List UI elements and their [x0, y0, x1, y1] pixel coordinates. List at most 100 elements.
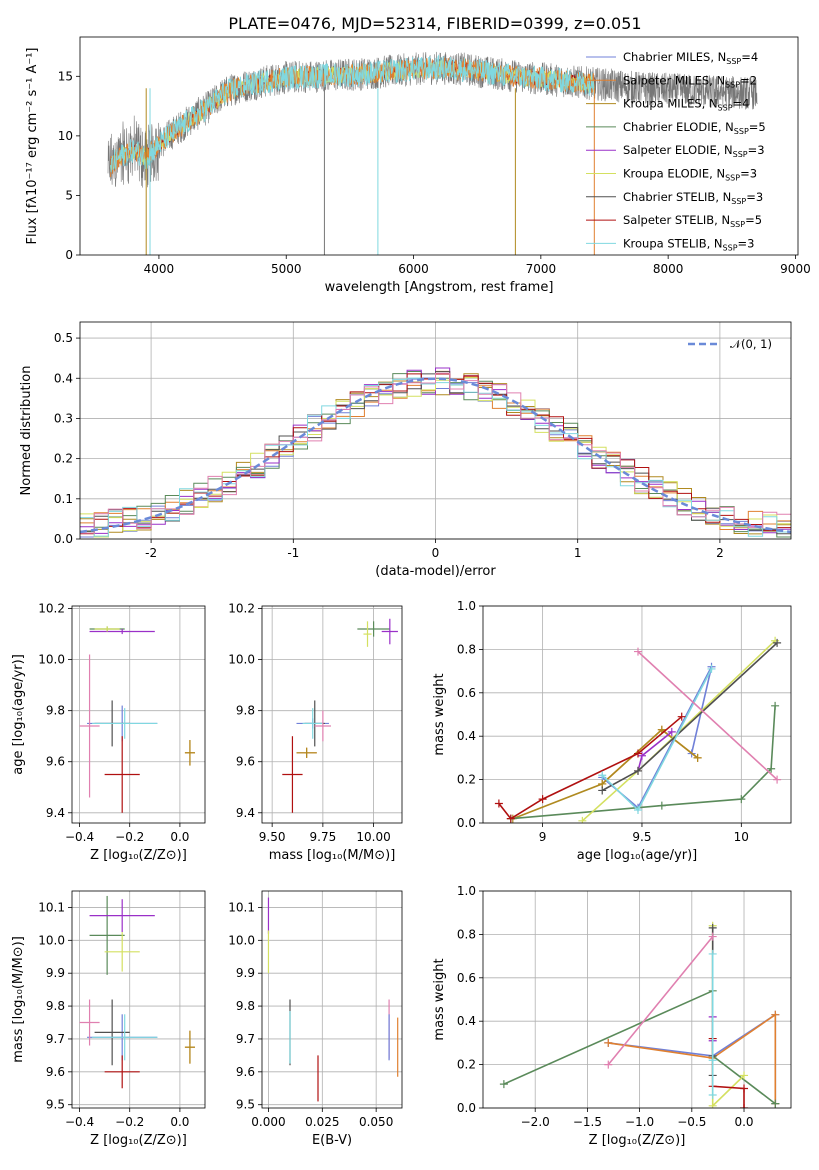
legend-nssp: =5	[745, 213, 762, 227]
axes-frame	[79, 36, 799, 256]
grid-residuals	[80, 322, 791, 540]
x-tick-label: 1	[574, 546, 582, 560]
y-tick-label: 0.8	[457, 927, 476, 941]
y-tick-label: 10.2	[38, 602, 65, 616]
data-point	[771, 701, 780, 710]
y-tick-label: 9.4	[46, 806, 65, 820]
y-tick-label: 10.0	[38, 653, 65, 667]
y-tick-label: 9.4	[236, 806, 255, 820]
legend-label: Kroupa ELODIE, NSSP=3	[623, 167, 757, 183]
x-tick-label: 0.0	[170, 830, 189, 844]
y-axis-label: Flux [fλ10⁻¹⁷ erg cm⁻² s⁻¹ A⁻¹]	[25, 48, 40, 245]
x-tick-label: −1.0	[625, 1115, 654, 1129]
y-tick-label: 0.2	[457, 773, 476, 787]
x-axis-label: (data-model)/error	[375, 564, 496, 579]
legend-label: Chabrier STELIB, NSSP=3	[623, 190, 763, 206]
data-point	[767, 764, 776, 773]
x-tick-label: 2	[716, 546, 724, 560]
y-tick-label: 1.0	[457, 599, 476, 613]
legend-nssp: =3	[740, 167, 757, 181]
y-tick-label: 0	[65, 248, 73, 262]
y-tick-label: 0.6	[457, 686, 476, 700]
y-axis-label: mass weight	[432, 958, 447, 1040]
data-point	[708, 923, 717, 932]
legend-model: Kroupa STELIB, N	[623, 236, 723, 250]
axes-mass-vs-Z: −0.4 −0.2 0.0 9.5 9.6 9.7 9.8 9.9 10.0 10.1 Z [log…	[11, 890, 206, 1148]
x-tick-label: -2	[145, 546, 157, 560]
x-tick-label: 0	[432, 546, 440, 560]
x-tick-label: 9000	[780, 262, 811, 276]
data-point	[708, 1056, 717, 1065]
x-axis-label: Z [log₁₀(Z/Z⊙)]	[90, 848, 187, 863]
legend-label: Salpeter STELIB, NSSP=5	[623, 213, 762, 229]
plot-area-mass-vs-ebv	[267, 897, 399, 1102]
data-point	[494, 799, 503, 808]
y-tick-label: 0.4	[457, 1014, 476, 1028]
x-tick-label: 9.50	[259, 830, 286, 844]
x-tick-label: −2.0	[521, 1115, 550, 1129]
y-tick-label: 9.9	[236, 966, 255, 980]
y-tick-label: 9.7	[46, 1032, 65, 1046]
y-tick-label: 15	[58, 69, 73, 83]
legend-label: Kroupa MILES, NSSP=4	[623, 97, 749, 113]
y-tick-label: 0.5	[54, 331, 73, 345]
legend-subscript: SSP	[734, 127, 749, 136]
axes-frame	[261, 890, 403, 1109]
axes-frame	[482, 890, 792, 1109]
legend-nssp: =4	[741, 50, 758, 64]
legend-label: 𝒩(0, 1)	[730, 337, 772, 351]
legend-subscript: SSP	[725, 80, 740, 89]
data-point	[737, 795, 746, 804]
legend-label: Chabrier ELODIE, NSSP=5	[623, 120, 766, 136]
legend-subscript: SSP	[725, 174, 740, 183]
plot-area-spectrum	[107, 51, 758, 255]
y-tick-label: 9.8	[236, 704, 255, 718]
x-axis-label: mass [log₁₀(M/M⊙)]	[269, 848, 396, 863]
data-point	[773, 638, 782, 647]
series-line	[607, 936, 714, 1066]
x-axis-label: wavelength [Angstrom, rest frame]	[325, 280, 554, 295]
x-tick-label: 7000	[526, 262, 557, 276]
data-point	[633, 647, 642, 656]
legend-nssp: =4	[733, 97, 750, 111]
y-tick-label: 9.5	[236, 1098, 255, 1112]
y-tick-label: 9.6	[46, 755, 65, 769]
data-point	[771, 1010, 780, 1019]
data-point	[538, 795, 547, 804]
y-tick-label: 9.6	[236, 1065, 255, 1079]
data-point	[740, 1104, 749, 1108]
data-point	[633, 766, 642, 775]
axes-massweight-vs-Z: −2.0 −1.5 −1.0 −0.5 0.0 0.0 0.2 0.4 0.6 0.8 1.0 Z […	[432, 884, 792, 1148]
legend-label: Kroupa STELIB, NSSP=3	[623, 236, 754, 252]
data-point	[667, 727, 676, 736]
legend-nssp: =3	[738, 236, 755, 250]
y-tick-label: 9.7	[236, 1032, 255, 1046]
figure-title: PLATE=0476, MJD=52314, FIBERID=0399, z=0…	[228, 14, 641, 33]
plot-area-mass-vs-Z	[79, 895, 195, 1089]
axes-frame	[71, 605, 206, 824]
data-point	[740, 1071, 749, 1080]
legend-model: Salpeter MILES, N	[623, 73, 725, 87]
grid-mass-vs-ebv	[262, 891, 402, 1108]
y-tick-label: 9.6	[46, 1065, 65, 1079]
y-tick-label: 0.0	[54, 532, 73, 546]
y-tick-label: 10.1	[228, 900, 255, 914]
grid-massweight-vs-age	[483, 605, 791, 824]
data-point	[707, 664, 716, 673]
plot-area-massweight-vs-age	[494, 636, 782, 823]
data-point	[633, 805, 642, 814]
y-axis-label: mass [log₁₀(M/M⊙)]	[11, 936, 26, 1063]
y-tick-label: 0.4	[457, 729, 476, 743]
y-tick-label: 9.5	[46, 1098, 65, 1112]
legend-subscript: SSP	[731, 197, 746, 206]
x-tick-label: 0.0	[170, 1115, 189, 1129]
legend-model: Chabrier MILES, N	[623, 50, 726, 64]
y-tick-label: 0.2	[457, 1058, 476, 1072]
legend-model: Salpeter STELIB, N	[623, 213, 730, 227]
x-tick-label: 4000	[144, 262, 175, 276]
x-tick-label: −0.4	[65, 1115, 94, 1129]
y-tick-label: 0.6	[457, 971, 476, 985]
data-point	[499, 1080, 508, 1089]
